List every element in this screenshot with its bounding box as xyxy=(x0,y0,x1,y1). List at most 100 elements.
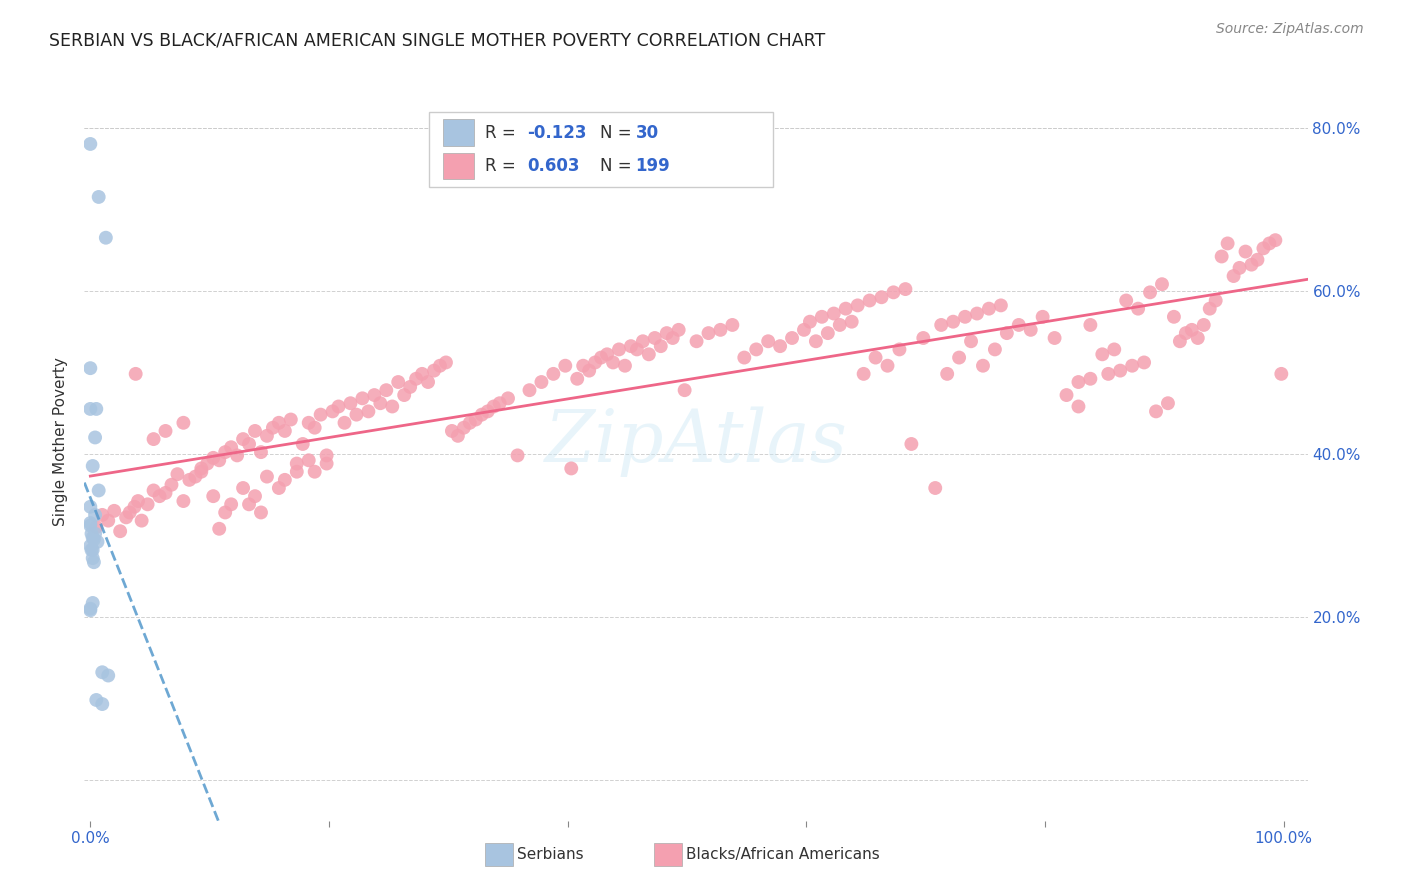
Point xyxy=(661,331,683,345)
Text: 199: 199 xyxy=(636,157,671,175)
Point xyxy=(79,601,101,615)
Point xyxy=(357,404,380,418)
Point xyxy=(506,449,529,463)
Point xyxy=(328,400,350,414)
Point xyxy=(250,506,273,520)
Point xyxy=(924,481,946,495)
Point xyxy=(411,367,433,381)
Point xyxy=(1270,367,1292,381)
Point xyxy=(250,445,273,459)
Point xyxy=(673,383,696,397)
Point xyxy=(339,396,361,410)
Point xyxy=(333,416,356,430)
Point xyxy=(243,489,266,503)
Point xyxy=(488,396,510,410)
Point xyxy=(817,326,839,340)
Text: 0.603: 0.603 xyxy=(527,157,579,175)
Point xyxy=(142,483,165,498)
Point xyxy=(315,457,337,471)
Point xyxy=(440,424,463,438)
Point xyxy=(262,420,284,434)
Point xyxy=(554,359,576,373)
Point xyxy=(811,310,834,324)
Point xyxy=(232,432,254,446)
Point xyxy=(131,514,153,528)
Text: Blacks/African Americans: Blacks/African Americans xyxy=(686,847,880,862)
Point xyxy=(1150,277,1173,292)
Point xyxy=(84,526,107,541)
Point xyxy=(148,489,170,503)
Text: -0.123: -0.123 xyxy=(527,124,586,142)
Point xyxy=(392,388,415,402)
Point xyxy=(966,307,988,321)
Point xyxy=(637,347,659,361)
Point xyxy=(1205,293,1227,308)
Point xyxy=(841,315,863,329)
Point xyxy=(87,483,110,498)
Point xyxy=(219,440,242,454)
Point xyxy=(195,457,218,471)
Point xyxy=(82,551,104,566)
Point xyxy=(115,510,138,524)
Point xyxy=(214,445,236,459)
Text: N =: N = xyxy=(600,157,637,175)
Point xyxy=(298,453,321,467)
Point xyxy=(858,293,880,308)
Point xyxy=(960,334,983,349)
Point xyxy=(1109,363,1132,377)
Point xyxy=(399,380,422,394)
Point xyxy=(79,516,101,530)
Point xyxy=(876,359,898,373)
Point xyxy=(1181,323,1204,337)
Point xyxy=(894,282,917,296)
Point xyxy=(1174,326,1197,340)
Text: ZipAtlas: ZipAtlas xyxy=(544,406,848,477)
Point xyxy=(304,420,326,434)
Point xyxy=(429,359,451,373)
Point xyxy=(1253,241,1275,255)
Point xyxy=(315,449,337,463)
Point xyxy=(644,331,666,345)
Point xyxy=(1168,334,1191,349)
Point xyxy=(900,437,922,451)
Point xyxy=(91,665,114,680)
Point xyxy=(155,424,177,438)
Point xyxy=(984,343,1007,357)
Point xyxy=(352,392,374,406)
Point xyxy=(1097,367,1119,381)
Point xyxy=(232,481,254,495)
Point xyxy=(82,531,104,545)
Point xyxy=(655,326,678,340)
Point xyxy=(256,469,278,483)
Point xyxy=(1192,318,1215,332)
Point xyxy=(1144,404,1167,418)
Point xyxy=(256,429,278,443)
Point xyxy=(995,326,1018,340)
Point xyxy=(1102,343,1125,357)
Point xyxy=(208,522,231,536)
Point xyxy=(977,301,1000,316)
Point xyxy=(1126,301,1149,316)
Point xyxy=(83,555,105,569)
Point xyxy=(458,416,481,430)
Point xyxy=(889,343,911,357)
Point xyxy=(1198,301,1220,316)
Point xyxy=(756,334,779,349)
Point xyxy=(567,372,589,386)
Point xyxy=(697,326,720,340)
Point xyxy=(543,367,565,381)
Point xyxy=(243,424,266,438)
Point xyxy=(142,432,165,446)
Point xyxy=(1121,359,1143,373)
Point xyxy=(298,416,321,430)
Point xyxy=(79,361,101,376)
Point xyxy=(280,412,302,426)
Point xyxy=(84,401,107,416)
Point xyxy=(434,355,457,369)
Point xyxy=(274,424,297,438)
Point xyxy=(972,359,994,373)
Point xyxy=(1264,233,1286,247)
Point xyxy=(1115,293,1137,308)
Point xyxy=(375,383,398,397)
Point xyxy=(1032,310,1054,324)
